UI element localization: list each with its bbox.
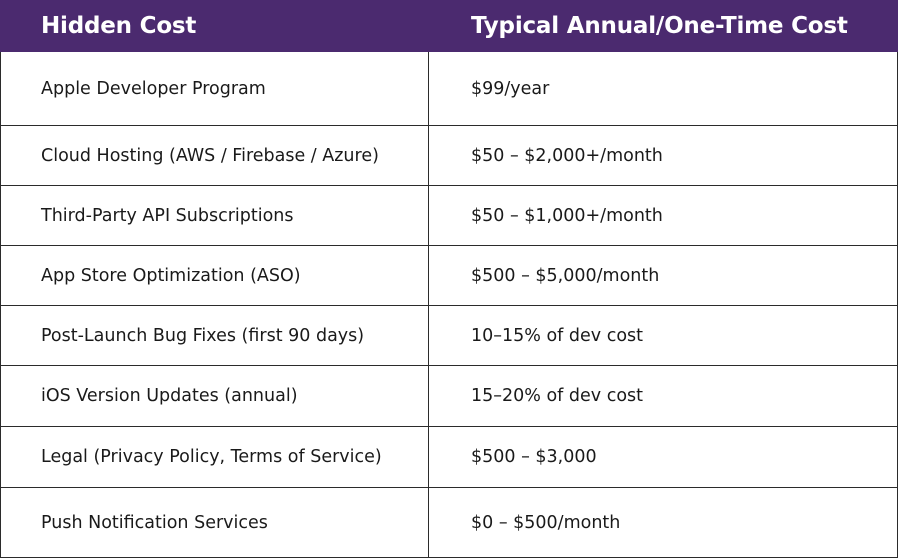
cost-item: Apple Developer Program xyxy=(41,78,266,99)
column-divider xyxy=(428,52,429,557)
cost-item: Cloud Hosting (AWS / Firebase / Azure) xyxy=(41,145,379,166)
cost-item: Third-Party API Subscriptions xyxy=(41,205,294,226)
table-header-row: Hidden Cost Typical Annual/One-Time Cost xyxy=(0,0,898,52)
cost-value: $0 – $500/month xyxy=(471,512,621,533)
table-body: Apple Developer Program $99/year Cloud H… xyxy=(0,52,898,558)
cost-value: $50 – $1,000+/month xyxy=(471,205,663,226)
table-row: Third-Party API Subscriptions $50 – $1,0… xyxy=(1,186,897,246)
table-row: Apple Developer Program $99/year xyxy=(1,52,897,126)
cost-value: 15–20% of dev cost xyxy=(471,386,644,406)
cost-item: Post-Launch Bug Fixes (first 90 days) xyxy=(41,325,365,346)
cost-item: iOS Version Updates (annual) xyxy=(41,386,298,406)
table-row: Push Notification Services $0 – $500/mon… xyxy=(1,488,897,557)
cost-item: Push Notification Services xyxy=(41,512,268,533)
header-typical-cost: Typical Annual/One-Time Cost xyxy=(471,13,848,39)
cost-value: 10–15% of dev cost xyxy=(471,325,644,346)
cost-value: $99/year xyxy=(471,78,550,99)
cost-item: App Store Optimization (ASO) xyxy=(41,265,301,286)
cost-item: Legal (Privacy Policy, Terms of Service) xyxy=(41,447,382,467)
cost-value: $500 – $5,000/month xyxy=(471,265,660,286)
cost-value: $50 – $2,000+/month xyxy=(471,145,663,166)
table-row: Legal (Privacy Policy, Terms of Service)… xyxy=(1,427,897,488)
table-row: App Store Optimization (ASO) $500 – $5,0… xyxy=(1,246,897,306)
table-row: Post-Launch Bug Fixes (first 90 days) 10… xyxy=(1,306,897,366)
header-hidden-cost: Hidden Cost xyxy=(41,13,197,39)
table-row: iOS Version Updates (annual) 15–20% of d… xyxy=(1,366,897,427)
cost-value: $500 – $3,000 xyxy=(471,447,597,467)
table-row: Cloud Hosting (AWS / Firebase / Azure) $… xyxy=(1,126,897,186)
